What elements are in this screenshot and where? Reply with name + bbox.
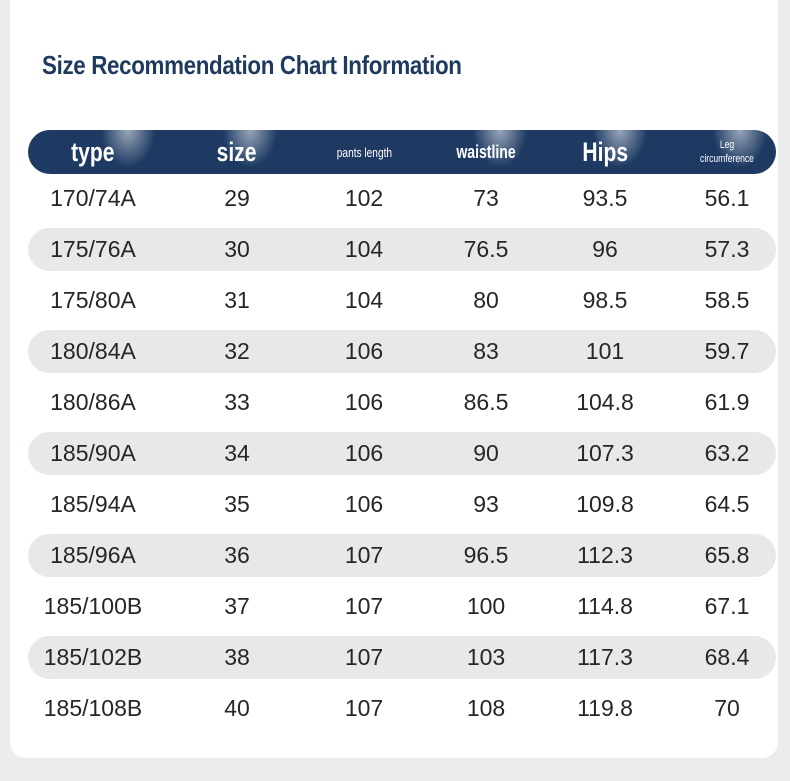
cell-hips: 112.3 [577, 542, 633, 568]
cell-type: 185/108B [43, 695, 143, 721]
cell-waistline: 86.5 [463, 389, 509, 415]
cell-pants-length: 106 [344, 491, 384, 517]
cell-hips: 104.8 [576, 389, 634, 415]
cell-hips: 98.5 [582, 287, 628, 313]
table-row: 175/76A 30 104 76.5 96 57.3 [28, 228, 776, 271]
header-pants-length: pants length [304, 130, 424, 174]
cell-hips: 114.8 [577, 593, 633, 619]
cell-waistline: 100 [466, 593, 506, 619]
header-label: pants length [336, 144, 392, 160]
table-row: 185/102B 38 107 103 117.3 68.4 [28, 636, 776, 679]
cell-leg-circumference: 61.9 [704, 389, 750, 415]
cell-waistline: 108 [466, 695, 506, 721]
cell-hips: 107.3 [576, 440, 634, 466]
cell-leg-circumference: 64.5 [704, 491, 750, 517]
cell-size: 29 [224, 185, 250, 211]
cell-leg-circumference: 57.3 [704, 236, 750, 262]
cell-leg-circumference: 58.5 [704, 287, 750, 313]
cell-size: 31 [224, 287, 250, 313]
header-type: type [33, 130, 153, 174]
cell-type: 185/100B [43, 593, 143, 619]
cell-size: 30 [224, 236, 250, 262]
cell-hips: 96 [592, 236, 618, 262]
header-hips: Hips [545, 130, 665, 174]
cell-pants-length: 104 [344, 287, 384, 313]
table-row: 180/86A 33 106 86.5 104.8 61.9 [28, 381, 776, 424]
header-label: Leg circumference [700, 139, 754, 165]
cell-size: 35 [224, 491, 250, 517]
cell-pants-length: 104 [344, 236, 384, 262]
cell-waistline: 80 [473, 287, 499, 313]
table-row: 185/94A 35 106 93 109.8 64.5 [28, 483, 776, 526]
cell-leg-circumference: 59.7 [704, 338, 750, 364]
cell-size: 34 [224, 440, 250, 466]
header-label: waistline [456, 141, 516, 162]
header-size: size [177, 130, 297, 174]
cell-pants-length: 106 [344, 389, 384, 415]
table-row: 170/74A 29 102 73 93.5 56.1 [28, 177, 776, 220]
cell-size: 33 [224, 389, 250, 415]
cell-size: 36 [224, 542, 250, 568]
cell-pants-length: 106 [344, 440, 384, 466]
cell-size: 38 [224, 644, 250, 670]
cell-leg-circumference: 56.1 [704, 185, 750, 211]
header-label: type [71, 136, 115, 167]
cell-pants-length: 107 [344, 644, 384, 670]
table-row: 185/90A 34 106 90 107.3 63.2 [28, 432, 776, 475]
table-row: 185/108B 40 107 108 119.8 70 [28, 687, 776, 730]
cell-waistline: 83 [473, 338, 499, 364]
cell-pants-length: 107 [344, 593, 384, 619]
cell-leg-circumference: 63.2 [704, 440, 750, 466]
cell-leg-circumference: 65.8 [704, 542, 750, 568]
cell-leg-circumference: 67.1 [704, 593, 750, 619]
cell-leg-circumference: 70 [714, 695, 740, 721]
cell-waistline: 93 [473, 491, 499, 517]
cell-pants-length: 107 [344, 542, 384, 568]
cell-type: 185/94A [50, 491, 136, 517]
cell-hips: 119.8 [577, 695, 633, 721]
cell-waistline: 103 [466, 644, 506, 670]
cell-leg-circumference: 68.4 [704, 644, 750, 670]
cell-pants-length: 102 [344, 185, 384, 211]
header-leg-circumference: Leg circumference [667, 130, 776, 174]
header-label: size [217, 136, 257, 167]
cell-type: 180/84A [50, 338, 136, 364]
cell-hips: 117.3 [577, 644, 633, 670]
table-row: 185/100B 37 107 100 114.8 67.1 [28, 585, 776, 628]
cell-type: 175/76A [50, 236, 136, 262]
cell-waistline: 73 [473, 185, 499, 211]
cell-type: 185/90A [50, 440, 136, 466]
cell-waistline: 76.5 [463, 236, 509, 262]
cell-type: 170/74A [50, 185, 136, 211]
header-label: Hips [582, 136, 628, 167]
table-header: type size pants length waistline Hips Leg cir… [28, 130, 776, 174]
cell-size: 32 [224, 338, 250, 364]
cell-hips: 101 [585, 338, 625, 364]
size-chart-card: Size Recommendation Chart Information ty… [10, 0, 778, 758]
cell-type: 175/80A [50, 287, 136, 313]
cell-pants-length: 106 [344, 338, 384, 364]
cell-waistline: 90 [473, 440, 499, 466]
cell-size: 40 [224, 695, 250, 721]
cell-type: 185/102B [43, 644, 143, 670]
size-table-body: 170/74A 29 102 73 93.5 56.1 175/76A 30 104 76.5 96… [28, 177, 776, 738]
cell-type: 180/86A [50, 389, 136, 415]
table-row: 185/96A 36 107 96.5 112.3 65.8 [28, 534, 776, 577]
table-row: 175/80A 31 104 80 98.5 58.5 [28, 279, 776, 322]
cell-waistline: 96.5 [463, 542, 509, 568]
cell-type: 185/96A [50, 542, 136, 568]
cell-pants-length: 107 [344, 695, 384, 721]
cell-hips: 93.5 [582, 185, 628, 211]
header-waistline: waistline [426, 130, 546, 174]
table-row: 180/84A 32 106 83 101 59.7 [28, 330, 776, 373]
page-title: Size Recommendation Chart Information [42, 50, 462, 80]
cell-hips: 109.8 [576, 491, 634, 517]
cell-size: 37 [224, 593, 250, 619]
